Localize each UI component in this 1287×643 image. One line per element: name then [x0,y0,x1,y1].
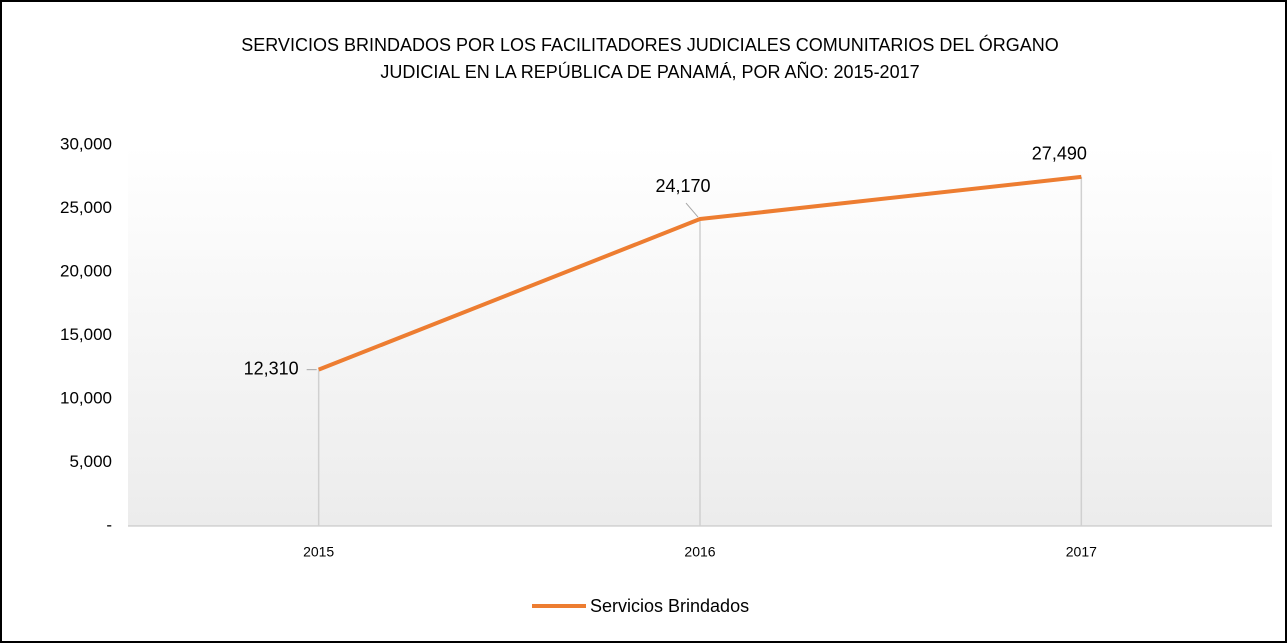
y-tick-label: 30,000 [60,134,112,153]
y-tick-label: - [106,515,112,534]
y-tick-label: 20,000 [60,261,112,280]
y-tick-label: 15,000 [60,325,112,344]
x-tick-label: 2016 [684,544,715,560]
y-tick-label: 10,000 [60,388,112,407]
data-label: 27,490 [1032,144,1087,164]
chart-title: SERVICIOS BRINDADOS POR LOS FACILITADORE… [241,34,1059,55]
leader-line [685,202,699,218]
y-tick-label: 5,000 [69,452,112,471]
chart-title: JUDICIAL EN LA REPÚBLICA DE PANAMÁ, POR … [380,61,919,82]
y-tick-label: 25,000 [60,198,112,217]
data-line [317,174,1082,372]
legend-label: Servicios Brindados [590,596,749,616]
data-label: 24,170 [655,176,710,196]
data-label: 12,310 [244,358,299,378]
x-tick-label: 2017 [1066,544,1097,560]
x-tick-label: 2015 [303,544,334,560]
